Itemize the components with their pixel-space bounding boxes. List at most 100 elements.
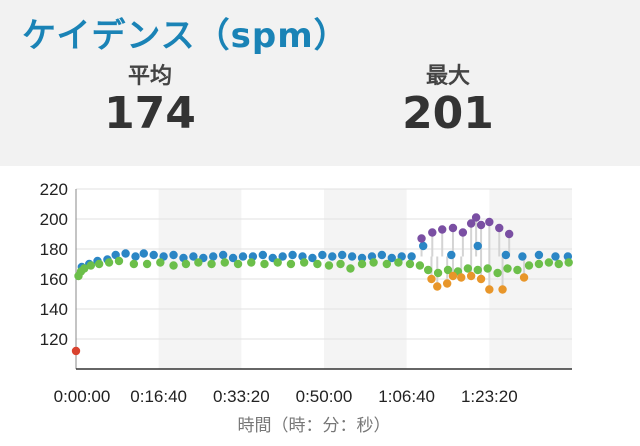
blue-data-point xyxy=(288,250,297,260)
orange-data-point xyxy=(519,273,529,282)
orange-data-point xyxy=(427,274,436,284)
blue-data-point xyxy=(278,252,287,261)
blue-data-point xyxy=(149,250,158,260)
green-data-point xyxy=(369,258,378,267)
green-data-point xyxy=(544,258,554,267)
purple-data-point xyxy=(448,223,458,233)
green-data-point xyxy=(493,268,502,278)
stat-max-label: 最大 xyxy=(425,64,470,89)
y-tick-label: 160 xyxy=(40,270,68,289)
blue-data-point xyxy=(209,252,218,261)
orange-data-point xyxy=(457,273,466,282)
y-tick-label: 180 xyxy=(40,240,68,259)
y-tick-label: 140 xyxy=(40,300,68,319)
green-data-point xyxy=(524,261,534,270)
green-data-point xyxy=(415,261,425,270)
green-data-point xyxy=(394,258,403,267)
stat-max-value: 201 xyxy=(402,88,494,139)
blue-data-point xyxy=(551,252,560,261)
red-data-point xyxy=(71,346,81,356)
orange-data-point xyxy=(448,271,458,281)
orange-data-point xyxy=(498,285,507,294)
x-tick-label: 1:06:40 xyxy=(378,387,435,406)
green-data-point xyxy=(554,259,563,269)
blue-data-point xyxy=(318,250,327,260)
x-tick-label: 0:16:40 xyxy=(130,387,187,406)
orange-data-point xyxy=(485,285,494,294)
green-data-point xyxy=(336,259,345,269)
y-tick-label: 120 xyxy=(40,330,68,349)
green-data-point xyxy=(346,264,355,273)
stat-average: 平均 174 xyxy=(50,64,250,138)
purple-data-point xyxy=(485,217,494,227)
blue-data-point xyxy=(387,253,396,263)
green-data-point xyxy=(94,259,104,269)
green-data-point xyxy=(260,259,269,269)
blue-data-point xyxy=(139,249,148,258)
purple-data-point xyxy=(428,228,437,237)
blue-data-point xyxy=(473,241,482,251)
green-data-point xyxy=(104,258,114,267)
green-data-point xyxy=(534,259,544,269)
y-tick-label: 200 xyxy=(40,210,68,229)
blue-data-point xyxy=(169,250,178,260)
purple-data-point xyxy=(438,225,447,234)
blue-data-point xyxy=(407,252,416,261)
blue-data-point xyxy=(377,250,387,260)
green-data-point xyxy=(324,261,334,270)
green-data-point xyxy=(142,259,152,269)
green-data-point xyxy=(80,264,89,273)
green-data-point xyxy=(382,259,392,269)
green-data-point xyxy=(194,258,203,267)
blue-data-point xyxy=(121,249,130,258)
green-data-point xyxy=(357,259,367,269)
purple-data-point xyxy=(495,223,504,233)
blue-data-point xyxy=(189,252,198,261)
chart-points xyxy=(71,213,573,356)
blue-data-point xyxy=(328,252,337,261)
green-data-point xyxy=(423,265,433,275)
blue-data-point xyxy=(337,250,347,260)
blue-data-point xyxy=(419,241,428,251)
y-tick-labels: 120 140 160 180 200 220 xyxy=(40,180,68,349)
green-data-point xyxy=(207,259,216,269)
y-tick-label: 220 xyxy=(40,180,68,199)
green-data-point xyxy=(181,259,191,269)
green-data-point xyxy=(443,265,453,275)
green-data-point xyxy=(503,264,512,273)
green-data-point xyxy=(129,259,139,269)
cadence-chart: 0:00:00 0:16:40 0:33:20 0:50:00 1:06:40 1:23:… xyxy=(40,180,573,436)
blue-data-point xyxy=(347,252,357,261)
orange-data-point xyxy=(433,282,442,291)
green-data-point xyxy=(169,261,178,270)
green-data-point xyxy=(405,259,415,269)
blue-data-point xyxy=(228,253,238,263)
orange-data-point xyxy=(466,271,476,281)
blue-data-point xyxy=(308,253,317,263)
green-data-point xyxy=(273,258,282,267)
blue-data-point xyxy=(447,250,456,260)
blue-data-point xyxy=(357,253,367,263)
blue-data-point xyxy=(518,252,527,261)
purple-data-point xyxy=(417,234,426,243)
green-data-point xyxy=(220,258,229,267)
x-axis-title: 時間（時：分：秒） xyxy=(238,416,391,436)
green-data-point xyxy=(433,268,443,278)
green-data-point xyxy=(286,259,296,269)
blue-data-point xyxy=(534,250,544,260)
purple-data-point xyxy=(466,219,476,228)
purple-data-point xyxy=(476,220,486,230)
blue-data-point xyxy=(218,250,228,260)
x-tick-label: 0:00:00 xyxy=(54,387,111,406)
orange-data-point xyxy=(476,274,486,284)
stat-max: 最大 201 xyxy=(348,64,548,138)
x-tick-label: 0:33:20 xyxy=(213,387,270,406)
green-data-point xyxy=(86,261,96,270)
stat-average-value: 174 xyxy=(104,88,196,139)
blue-data-point xyxy=(258,250,268,260)
green-data-point xyxy=(483,264,492,273)
purple-data-point xyxy=(471,213,481,222)
green-data-point xyxy=(299,258,309,267)
green-data-point xyxy=(463,264,473,273)
x-tick-label: 1:23:20 xyxy=(461,387,518,406)
